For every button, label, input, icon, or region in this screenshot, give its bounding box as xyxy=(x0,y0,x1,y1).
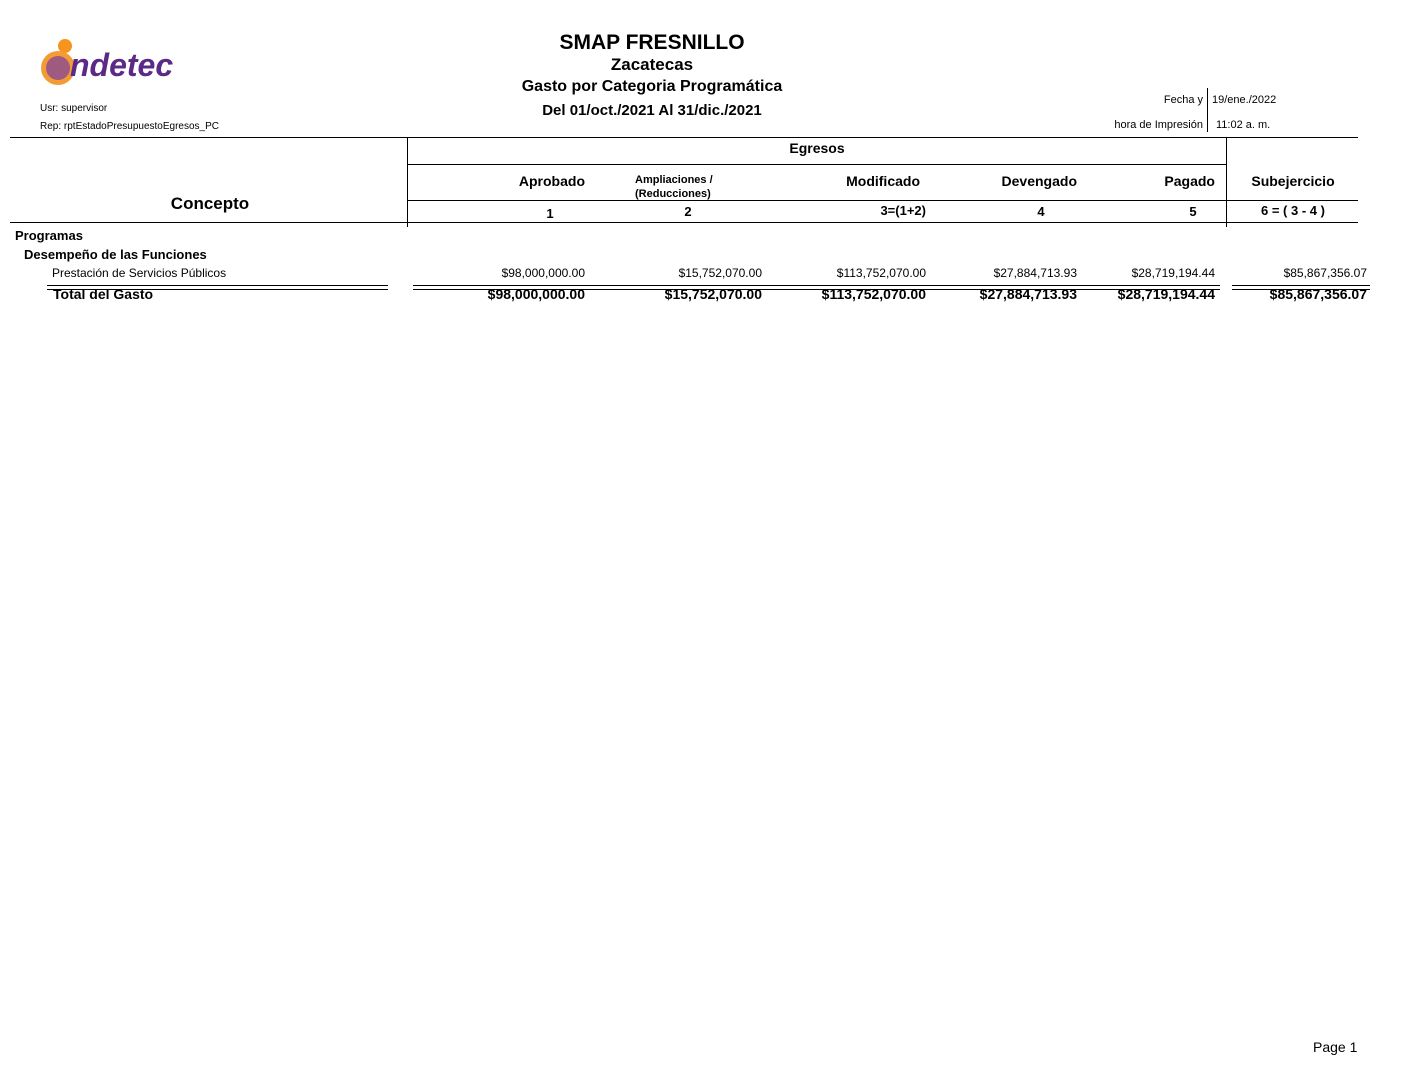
subsection: Desempeño de las Funciones xyxy=(24,247,207,262)
date-value: 19/ene./2022 xyxy=(1212,94,1277,106)
row-devengado: $27,884,713.93 xyxy=(993,266,1077,280)
row-subejercicio: $85,867,356.07 xyxy=(1283,266,1367,280)
report-name: Gasto por Categoria Programática xyxy=(521,78,783,95)
col-subejercicio: Subejercicio xyxy=(1251,173,1335,189)
row-label: Prestación de Servicios Públicos xyxy=(52,266,227,280)
svg-text:ndetec: ndetec xyxy=(70,47,173,83)
col-devengado: Devengado xyxy=(1001,173,1077,189)
total-ampliaciones: $15,752,070.00 xyxy=(664,286,762,302)
col-modificado: Modificado xyxy=(846,173,920,189)
col-num-2: 2 xyxy=(684,204,692,219)
indetec-logo: ndetec xyxy=(38,38,213,90)
page-number: Page 1 xyxy=(1313,1039,1358,1055)
section-programas: Programas xyxy=(15,228,83,243)
total-pagado: $28,719,194.44 xyxy=(1117,286,1215,302)
row-pagado: $28,719,194.44 xyxy=(1131,266,1215,280)
col-pagado: Pagado xyxy=(1164,173,1215,189)
total-label: Total del Gasto xyxy=(53,286,154,302)
col-aprobado: Aprobado xyxy=(518,173,585,189)
period: Del 01/oct./2021 Al 31/dic./2021 xyxy=(542,102,762,119)
total-subejercicio: $85,867,356.07 xyxy=(1269,286,1367,302)
user: Usr: supervisor xyxy=(40,103,108,114)
col-num-4: 4 xyxy=(1037,204,1045,219)
state: Zacatecas xyxy=(610,55,694,74)
col-num-6: 6 = ( 3 - 4 ) xyxy=(1261,203,1325,218)
total-aprobado: $98,000,000.00 xyxy=(487,286,585,302)
col-ampliaciones: Ampliaciones / xyxy=(635,174,713,186)
col-reducciones: (Reducciones) xyxy=(635,188,711,200)
company-title: SMAP FRESNILLO xyxy=(559,31,745,54)
row-aprobado: $98,000,000.00 xyxy=(501,266,585,280)
date-label: Fecha y xyxy=(1163,94,1203,106)
total-devengado: $27,884,713.93 xyxy=(979,286,1077,302)
col-num-3: 3=(1+2) xyxy=(880,203,926,218)
col-num-5: 5 xyxy=(1189,204,1197,219)
row-modificado: $113,752,070.00 xyxy=(836,266,926,280)
col-num-1: 1 xyxy=(546,206,554,221)
time-label: hora de Impresión xyxy=(1114,119,1203,131)
time-value: 11:02 a. m. xyxy=(1216,119,1271,131)
report-id: Rep: rptEstadoPresupuestoEgresos_PC xyxy=(40,121,219,132)
concept-header: Concepto xyxy=(170,194,250,213)
egresos-header: Egresos xyxy=(789,140,845,156)
total-modificado: $113,752,070.00 xyxy=(821,286,926,302)
row-ampliaciones: $15,752,070.00 xyxy=(678,266,762,280)
